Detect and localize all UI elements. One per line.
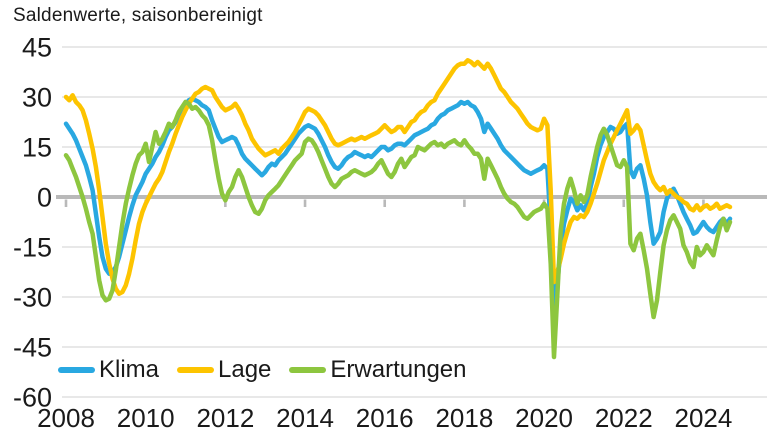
klima-line-swatch: [58, 367, 95, 373]
chart-title: Saldenwerte, saisonbereinigt: [13, 5, 263, 26]
legend-label-erwartungen: Erwartungen: [330, 356, 467, 383]
x-axis-tick-label: 2010: [117, 403, 175, 431]
erwartungen-line: [63, 99, 733, 360]
y-axis-tick-label: 15: [22, 133, 52, 163]
x-axis-tick-label: 2012: [196, 403, 254, 431]
x-axis-tick-label: 2014: [276, 403, 334, 431]
erwartungen-line-swatch: [289, 367, 327, 373]
x-axis-tick-label: 2016: [356, 403, 414, 431]
legend-label-klima: Klima: [99, 356, 160, 383]
x-axis-tick-label: 2024: [675, 403, 733, 431]
x-axis-tick-label: 2022: [595, 403, 653, 431]
y-axis-tick-label: -45: [13, 333, 52, 363]
lage-line-swatch: [177, 367, 215, 373]
y-axis-tick-label: -15: [13, 233, 52, 263]
legend-label-lage: Lage: [218, 356, 272, 383]
y-axis-tick-label: -30: [13, 283, 52, 313]
y-axis-tick-label: 0: [37, 183, 52, 213]
y-axis-tick-label: 30: [22, 83, 52, 113]
legend-item-erwartungen: Erwartungen: [289, 356, 466, 384]
legend-item-lage: Lage: [177, 356, 271, 384]
y-axis-tick-label: -60: [13, 383, 52, 413]
y-axis-tick-label: 45: [22, 33, 52, 63]
x-axis-tick-label: 2020: [515, 403, 573, 431]
x-axis-tick-label: 2008: [37, 403, 95, 431]
legend: Klima Lage Erwartungen: [58, 356, 484, 384]
lage-line: [63, 58, 733, 296]
legend-item-klima: Klima: [58, 356, 159, 384]
x-axis-tick-label: 2018: [435, 403, 493, 431]
